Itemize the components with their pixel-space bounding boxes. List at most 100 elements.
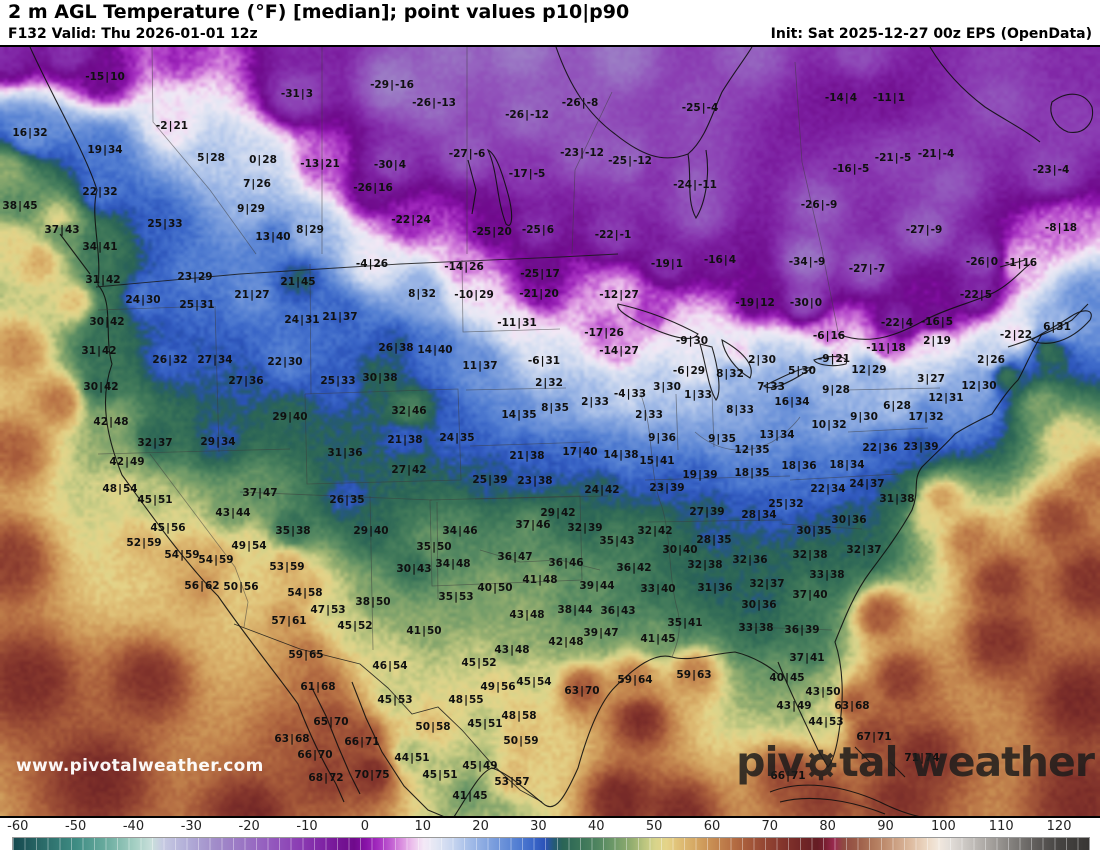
point-value-label: 59 | 64 <box>617 673 653 686</box>
point-value-label: -24 | -11 <box>673 178 717 191</box>
point-value-label: -8 | 18 <box>1044 221 1078 234</box>
point-value-label: -31 | 3 <box>280 87 314 100</box>
point-value-label: 24 | 42 <box>584 483 620 496</box>
point-value-label: 67 | 71 <box>856 730 892 743</box>
point-value-label: -1 | 16 <box>1004 256 1038 269</box>
point-value-label: -26 | -9 <box>800 198 838 211</box>
point-value-label: 40 | 50 <box>477 581 513 594</box>
colorbar-tick-label: 80 <box>819 819 836 834</box>
point-value-label: -11 | 31 <box>497 316 537 329</box>
point-value-label: 0 | 28 <box>249 153 277 166</box>
point-value-label: 65 | 70 <box>313 715 349 728</box>
point-value-label: 36 | 43 <box>600 604 636 617</box>
point-value-label: 41 | 45 <box>452 789 488 802</box>
point-value-label: 46 | 54 <box>372 659 408 672</box>
point-value-label: 35 | 41 <box>667 616 703 629</box>
point-value-label: -14 | 27 <box>599 344 639 357</box>
point-value-label: 38 | 45 <box>2 199 38 212</box>
point-value-label: 61 | 68 <box>300 680 336 693</box>
point-value-label: -19 | 1 <box>650 257 684 270</box>
point-value-label: 24 | 30 <box>125 293 161 306</box>
colorbar-tick-label: 30 <box>530 819 547 834</box>
point-value-label: 8 | 32 <box>716 367 744 380</box>
point-value-label: 23 | 38 <box>517 474 553 487</box>
point-value-label: 57 | 61 <box>271 614 307 627</box>
point-value-label: 6 | 31 <box>1043 320 1071 333</box>
point-value-label: 6 | 28 <box>883 399 911 412</box>
point-value-label: 36 | 46 <box>548 556 584 569</box>
point-value-label: 33 | 38 <box>738 621 774 634</box>
point-value-label: 25 | 33 <box>320 374 356 387</box>
point-value-label: -16 | 5 <box>920 315 954 328</box>
point-value-label: 9 | 36 <box>648 431 676 444</box>
point-value-label: -22 | -1 <box>594 228 632 241</box>
point-value-label: 36 | 39 <box>784 623 820 636</box>
colorbar-footer: -60 -50 -40 -30 -20 -10 0 10 20 30 40 50 60 70 80 90 100… <box>0 818 1100 850</box>
point-value-label: 43 | 48 <box>509 608 545 621</box>
point-value-label: 26 | 35 <box>329 493 365 506</box>
colorbar-tick-label: -60 <box>7 819 29 834</box>
point-value-label: 2 | 26 <box>977 353 1005 366</box>
point-value-label: 12 | 29 <box>851 363 887 376</box>
point-value-label: 45 | 51 <box>137 493 173 506</box>
point-value-label: 2 | 30 <box>748 353 776 366</box>
point-value-label: 30 | 42 <box>83 380 119 393</box>
point-value-label: 40 | 45 <box>769 671 805 684</box>
point-value-label: -27 | -9 <box>905 223 943 236</box>
point-value-label: 38 | 44 <box>557 603 593 616</box>
point-value-label: 37 | 41 <box>789 651 825 664</box>
point-value-label: -30 | 0 <box>789 296 823 309</box>
point-value-label: 7 | 33 <box>757 380 785 393</box>
point-value-label: 38 | 50 <box>355 595 391 608</box>
point-value-label: -19 | 12 <box>735 296 775 309</box>
point-value-label: 27 | 36 <box>228 374 264 387</box>
point-value-label: 30 | 43 <box>396 562 432 575</box>
point-value-label: -27 | -6 <box>448 147 486 160</box>
point-value-label: 32 | 42 <box>637 524 673 537</box>
point-value-label: 30 | 35 <box>796 524 832 537</box>
point-value-label: 21 | 45 <box>280 275 316 288</box>
colorbar-tick-label: 60 <box>703 819 721 834</box>
point-value-label: 47 | 53 <box>310 603 346 616</box>
point-value-label: 45 | 49 <box>462 759 498 772</box>
point-value-label: -6 | 29 <box>672 364 706 377</box>
point-value-label: 35 | 53 <box>438 590 474 603</box>
point-value-label: 32 | 37 <box>846 543 882 556</box>
point-value-label: 28 | 34 <box>741 508 777 521</box>
point-value-label: 14 | 40 <box>417 343 453 356</box>
point-value-label: 27 | 42 <box>391 463 427 476</box>
point-value-label: -23 | -12 <box>560 146 604 159</box>
point-value-label: 9 | 29 <box>237 202 265 215</box>
point-value-label: 54 | 59 <box>164 548 200 561</box>
point-value-label: -15 | 10 <box>85 70 125 83</box>
point-value-label: 43 | 50 <box>805 685 841 698</box>
point-value-label: 45 | 53 <box>377 693 413 706</box>
point-value-label: 35 | 43 <box>599 534 635 547</box>
point-value-label: 43 | 49 <box>776 699 812 712</box>
point-value-label: 2 | 32 <box>535 376 563 389</box>
point-value-label: 23 | 29 <box>177 270 213 283</box>
point-value-label: 45 | 51 <box>467 717 503 730</box>
point-value-label: 70 | 75 <box>354 768 390 781</box>
colorbar-tick-label: 100 <box>930 819 956 834</box>
point-value-label: 56 | 62 <box>184 579 220 592</box>
point-value-label: 2 | 19 <box>923 334 951 347</box>
point-value-label: -9 | 21 <box>817 352 851 365</box>
point-value-label: 21 | 38 <box>509 449 545 462</box>
point-value-label: 7 | 26 <box>243 177 271 190</box>
point-value-label: 28 | 35 <box>696 533 732 546</box>
point-value-label: 30 | 38 <box>362 371 398 384</box>
colorbar-tick-label: 120 <box>1046 819 1072 834</box>
point-value-label: 45 | 54 <box>516 675 552 688</box>
point-value-label: 41 | 50 <box>406 624 442 637</box>
point-value-label: -14 | 4 <box>824 91 858 104</box>
point-value-label: -10 | 29 <box>454 288 494 301</box>
point-value-label: 37 | 43 <box>44 223 80 236</box>
point-value-label: 22 | 30 <box>267 355 303 368</box>
point-value-label: 35 | 50 <box>416 540 452 553</box>
point-value-label: -17 | 26 <box>584 326 624 339</box>
point-value-label: 32 | 37 <box>749 577 785 590</box>
pivotal-weather-logo: piv tal weather <box>736 738 1095 786</box>
point-value-label: 44 | 51 <box>394 751 430 764</box>
point-value-label: -21 | -4 <box>917 147 955 160</box>
